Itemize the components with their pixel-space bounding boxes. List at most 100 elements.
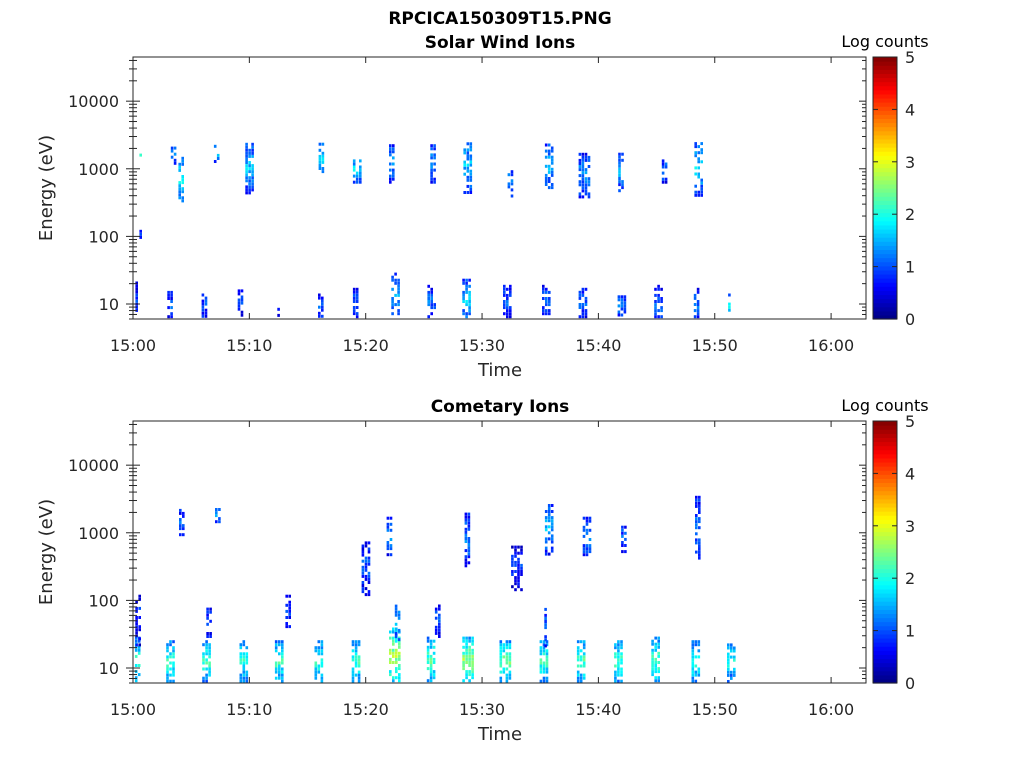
heatmap-cell [426,657,430,661]
heatmap-cell [355,306,359,309]
heatmap-cell [465,670,468,674]
heatmap-cell [697,655,701,659]
heatmap-cell [367,541,371,545]
heatmap-cell [698,508,701,511]
heatmap-cell [178,193,181,197]
heatmap-cell [438,625,441,629]
heatmap-cell [135,622,138,626]
heatmap-cell [395,667,398,671]
heatmap-cell [514,548,517,552]
heatmap-cell [509,290,512,294]
colorbar-segment [873,470,897,475]
heatmap-cell [585,528,589,532]
heatmap-cell [700,181,703,185]
heatmap-cell [550,170,554,174]
heatmap-cell [550,534,554,538]
colorbar-segment [873,437,897,443]
heatmap-cell [462,657,465,661]
heatmap-cell [576,676,580,680]
heatmap-cell [138,628,141,632]
heatmap-cell [278,643,281,647]
heatmap-cell [137,651,141,655]
heatmap-cell [182,511,185,515]
heatmap-cell [359,168,362,172]
heatmap-cell [550,167,554,171]
heatmap-cell [465,284,468,288]
heatmap-cell [465,312,468,316]
heatmap-cell [433,177,436,181]
heatmap-cell [545,664,549,668]
heatmap-cell [426,679,430,683]
heatmap-cell [361,544,365,548]
heatmap-cell [550,537,554,541]
heatmap-cell [167,315,170,319]
heatmap-cell [614,664,617,668]
heatmap-cell [469,175,473,179]
heatmap-cell [514,576,517,580]
heatmap-cell [544,525,548,529]
heatmap-cell [469,169,473,173]
heatmap-cell [169,643,172,647]
heatmap-cell [277,313,280,317]
heatmap-cell [178,190,181,194]
heatmap-cell [694,151,697,155]
y-tick-label: 100 [88,591,119,610]
heatmap-cell [170,315,173,319]
heatmap-cell [465,651,468,655]
heatmap-cell [398,676,401,680]
heatmap-cell [245,176,248,180]
heatmap-cell [169,655,172,659]
heatmap-cell [471,642,474,646]
heatmap-cell [463,160,466,164]
heatmap-cell [508,670,512,674]
heatmap-cell [544,613,547,617]
heatmap-cell [578,168,582,172]
heatmap-cell [467,537,471,540]
heatmap-cell [395,648,398,652]
heatmap-cell [317,646,321,650]
heatmap-cell [179,527,182,531]
heatmap-cell [467,546,471,550]
heatmap-cell [547,552,551,556]
heatmap-cell [698,495,701,499]
heatmap-cell [727,643,730,647]
heatmap-cell [433,153,436,157]
heatmap-cell [359,171,362,175]
colorbar-segment [873,249,897,255]
heatmap-cell [581,189,585,193]
heatmap-cell [395,627,398,631]
colorbar-segment [873,605,897,610]
heatmap-cell [584,312,588,316]
colorbar-segment [873,556,897,561]
heatmap-cell [394,278,397,282]
heatmap-cell [166,664,169,668]
heatmap-cell [585,547,589,551]
heatmap-cell [468,278,471,282]
heatmap-cell [582,525,586,529]
heatmap-cell [550,504,554,507]
heatmap-cell [694,640,698,644]
heatmap-cell [576,655,580,659]
heatmap-cell [357,655,361,659]
heatmap-cell [438,622,441,626]
heatmap-cell [317,640,321,644]
heatmap-cell [505,643,509,647]
heatmap-cell [468,679,471,683]
heatmap-cell [579,640,583,644]
heatmap-cell [462,661,465,664]
heatmap-cell [173,158,177,162]
heatmap-cell [245,185,248,189]
heatmap-cell [542,290,545,294]
heatmap-cell [430,144,433,148]
heatmap-cell [139,235,142,239]
heatmap-cell [465,642,468,646]
colorbar-segment [873,502,897,508]
heatmap-cell [698,538,701,542]
heatmap-cell [467,521,471,525]
heatmap-cell [432,676,436,680]
heatmap-cell [202,655,205,659]
heatmap-cell [245,158,248,161]
heatmap-cell [352,174,356,178]
heatmap-cell [510,170,514,174]
colorbar-segment [873,81,897,87]
